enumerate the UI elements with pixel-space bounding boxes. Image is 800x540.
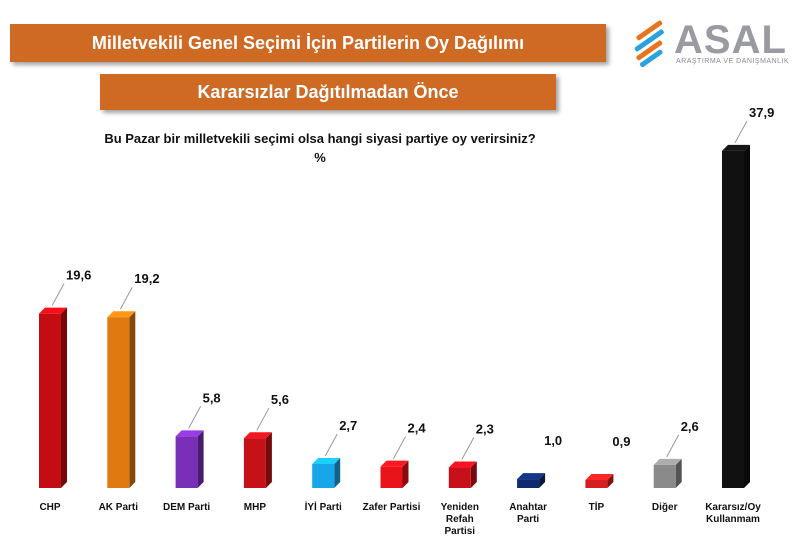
value-label: 5,6 <box>271 392 289 407</box>
bar <box>585 479 608 488</box>
value-label: 19,6 <box>66 268 91 283</box>
value-label: 19,2 <box>134 271 159 286</box>
value-label: 5,8 <box>203 390 221 405</box>
category-label: MHP <box>244 502 267 513</box>
leader-line <box>734 120 748 144</box>
chart-subtitle-banner: Kararsızlar Dağıtılmadan Önce <box>100 74 556 110</box>
bar <box>243 438 266 488</box>
category-label: Partisi <box>445 526 476 537</box>
value-label: 1,0 <box>544 433 562 448</box>
bar-top <box>448 461 477 468</box>
category-label: DEM Parti <box>163 502 210 513</box>
bar-side <box>607 473 614 488</box>
bar <box>39 313 61 488</box>
bar <box>107 317 130 488</box>
bar <box>517 479 540 488</box>
leader-line <box>188 406 202 429</box>
chart-title: Milletvekili Genel Seçimi İçin Partileri… <box>91 32 525 53</box>
bar-side <box>539 473 546 488</box>
category-label: CHP <box>39 502 60 513</box>
bar <box>653 464 676 488</box>
asal-logo-text: ASAL <box>674 18 787 62</box>
bar-top <box>653 458 682 465</box>
category-label: Anahtar <box>509 502 547 513</box>
bar-side <box>744 144 750 489</box>
bar-side <box>402 460 409 488</box>
category-label: Refah <box>446 514 474 525</box>
bar-top <box>312 457 341 464</box>
bar-side <box>675 458 682 488</box>
bar-side <box>265 432 272 488</box>
category-label: Parti <box>517 514 539 525</box>
bar <box>175 436 198 488</box>
bar-top <box>722 144 750 151</box>
asal-logo: ASAL ARAŞTIRMA VE DANIŞMANLIK <box>630 16 790 72</box>
bar <box>312 463 335 488</box>
bar-side <box>470 461 477 488</box>
bar-side <box>129 311 136 488</box>
asal-logo-icon <box>634 20 664 68</box>
category-label: Zafer Partisi <box>363 502 421 513</box>
leader-line <box>393 436 406 459</box>
bar <box>722 150 744 489</box>
leader-line <box>119 286 133 310</box>
category-label: İYİ Parti <box>305 500 342 513</box>
category-label: Diğer <box>652 502 678 513</box>
bar <box>380 466 403 488</box>
survey-question: Bu Pazar bir milletvekili seçimi olsa ha… <box>104 131 536 146</box>
bar <box>448 467 471 488</box>
leader-line <box>461 437 475 460</box>
category-label: TİP <box>589 500 605 513</box>
bar-top <box>107 311 136 318</box>
bar-side <box>334 457 341 488</box>
bar-top <box>39 307 67 314</box>
bar-top <box>175 430 204 437</box>
value-label: 37,9 <box>749 105 774 120</box>
value-label: 2,4 <box>408 421 427 436</box>
category-label: Kullanmam <box>706 514 760 525</box>
value-label: 2,6 <box>681 419 699 434</box>
bar-top <box>380 460 409 467</box>
category-label: Kararsız/Oy <box>705 502 761 513</box>
asal-logo-tagline: ARAŞTIRMA VE DANIŞMANLIK <box>676 58 790 65</box>
leader-line <box>324 433 338 457</box>
value-label: 2,3 <box>476 422 494 437</box>
leader-line <box>666 434 680 458</box>
leader-line <box>256 407 270 431</box>
value-label: 2,7 <box>339 418 357 433</box>
bar-top <box>243 432 272 439</box>
leader-line <box>51 283 65 306</box>
value-label: 0,9 <box>612 434 630 449</box>
bar-side <box>197 430 204 488</box>
chart-title-banner: Milletvekili Genel Seçimi İçin Partileri… <box>10 24 606 62</box>
bar-top <box>517 473 546 480</box>
bar-side <box>61 307 67 488</box>
bar-top <box>585 473 614 480</box>
category-label: AK Parti <box>99 502 139 513</box>
chart-subtitle: Kararsızlar Dağıtılmadan Önce <box>197 81 459 102</box>
unit-label: % <box>314 150 326 165</box>
category-label: Yeniden <box>441 502 479 513</box>
